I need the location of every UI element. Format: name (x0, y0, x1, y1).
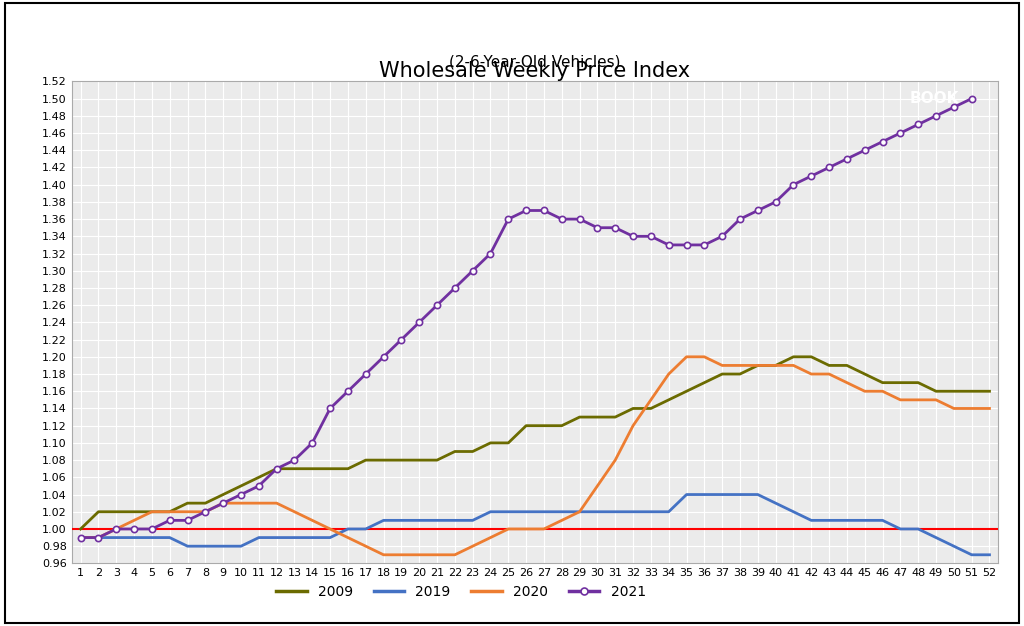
2020 (413, 551, 425, 558)
2021 (663, 241, 675, 249)
2019 (680, 491, 692, 498)
2021 (359, 371, 372, 378)
Line: 2009: 2009 (81, 357, 989, 529)
Text: BLACK: BLACK (906, 58, 963, 73)
2020 (573, 508, 586, 516)
2019 (75, 534, 87, 541)
2009 (983, 387, 995, 395)
Text: BOOK: BOOK (909, 91, 959, 106)
2009 (395, 456, 408, 464)
2009 (787, 353, 800, 361)
2021 (270, 465, 283, 473)
Line: 2021: 2021 (78, 96, 975, 541)
2021 (966, 95, 978, 103)
2009 (930, 387, 942, 395)
2019 (145, 534, 158, 541)
2009 (663, 396, 675, 404)
2009 (145, 508, 158, 516)
2020 (520, 525, 532, 533)
2021 (75, 534, 87, 541)
2020 (645, 396, 657, 404)
2021 (342, 387, 354, 395)
Text: (2-6-Year-Old Vehicles): (2-6-Year-Old Vehicles) (450, 54, 621, 69)
2020 (983, 405, 995, 413)
2019 (663, 508, 675, 516)
2019 (502, 508, 514, 516)
2020 (680, 353, 692, 361)
2009 (75, 525, 87, 533)
2020 (378, 551, 390, 558)
2020 (145, 508, 158, 516)
2019 (556, 508, 568, 516)
2019 (983, 551, 995, 558)
Line: 2020: 2020 (81, 357, 989, 555)
2020 (75, 534, 87, 541)
Title: Wholesale Weekly Price Index: Wholesale Weekly Price Index (380, 61, 690, 81)
2020 (698, 353, 711, 361)
2009 (627, 405, 639, 413)
Line: 2019: 2019 (81, 495, 989, 555)
2021 (947, 103, 959, 111)
2009 (502, 439, 514, 447)
Legend: 2009, 2019, 2020, 2021: 2009, 2019, 2020, 2021 (270, 580, 651, 605)
2019 (627, 508, 639, 516)
2019 (395, 516, 408, 524)
2019 (966, 551, 978, 558)
2021 (716, 233, 728, 240)
